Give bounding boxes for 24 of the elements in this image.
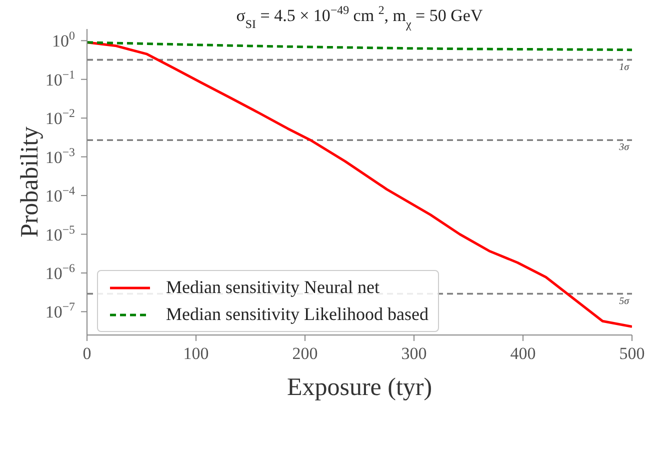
legend-label: Median sensitivity Likelihood based <box>166 304 428 325</box>
x-tick-label: 500 <box>619 344 645 363</box>
legend-label: Median sensitivity Neural net <box>166 277 380 298</box>
x-tick-label: 400 <box>510 344 536 363</box>
line-series <box>87 41 632 52</box>
y-tick-label: 10$^{−1}$ <box>45 67 76 90</box>
ref-line-label: 1σ <box>619 62 630 73</box>
y-tick-label: 10$^{−3}$ <box>45 144 76 167</box>
x-axis-title: Exposure (tyr) <box>286 374 432 401</box>
y-tick-label: 10$^{−5}$ <box>45 222 76 244</box>
x-tick-label: 100 <box>183 344 209 363</box>
line-series <box>87 41 632 328</box>
y-tick-label: 10$^{−6}$ <box>45 260 76 283</box>
y-tick-label: 10$^{0}$ <box>52 28 76 51</box>
x-tick-label: 0 <box>82 344 92 363</box>
x-tick-label: 200 <box>292 344 318 363</box>
y-axis-title: Probability <box>16 126 44 238</box>
ref-line-label: 5σ <box>619 296 630 307</box>
ref-line-label: 3σ <box>618 142 630 154</box>
y-tick-label: 10$^{−4}$ <box>45 184 76 206</box>
y-tick-label: 10$^{−2}$ <box>45 106 76 128</box>
y-tick-label: 10$^{−7}$ <box>45 300 76 322</box>
x-tick-label: 300 <box>401 344 427 363</box>
chart-title: σ$_{SI}$ = 4.5 × 10$^{−49}$ cm $^{2}$, m$_{χ}$ = 50 GeV <box>236 3 483 31</box>
